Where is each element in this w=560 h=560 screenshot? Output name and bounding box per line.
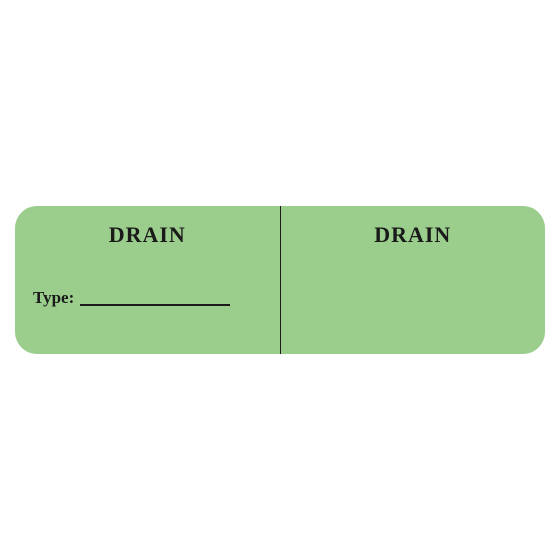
right-panel: DRAIN xyxy=(281,206,546,354)
drain-label: DRAIN Type: DRAIN xyxy=(15,206,545,354)
left-title: DRAIN xyxy=(109,222,186,248)
type-underline xyxy=(80,304,230,306)
type-label: Type: xyxy=(33,288,74,308)
type-row: Type: xyxy=(33,288,230,308)
right-title: DRAIN xyxy=(374,222,451,248)
left-panel: DRAIN Type: xyxy=(15,206,281,354)
